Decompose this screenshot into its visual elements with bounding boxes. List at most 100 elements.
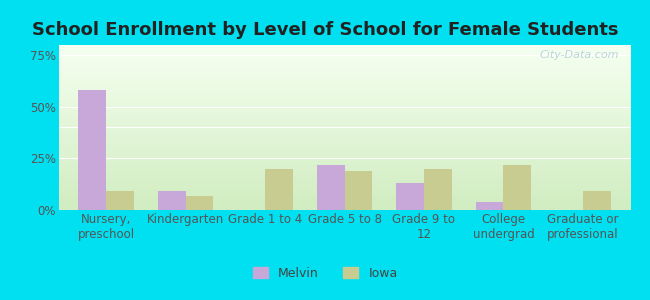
Bar [58, 129, 630, 131]
Bar [58, 164, 630, 165]
Bar [58, 178, 630, 180]
Bar [58, 132, 630, 134]
Bar [58, 134, 630, 136]
Bar [58, 192, 630, 194]
Bar [58, 118, 630, 119]
Bar [58, 53, 630, 55]
Bar [58, 50, 630, 52]
Bar [58, 126, 630, 128]
Bar [58, 80, 630, 81]
Bar [58, 200, 630, 202]
Bar [106, 191, 134, 210]
Bar [58, 81, 630, 83]
Bar [58, 194, 630, 195]
Bar [58, 65, 630, 66]
Bar [58, 197, 630, 199]
Bar [396, 183, 424, 210]
Bar [58, 58, 630, 60]
Bar [58, 111, 630, 112]
Bar [58, 66, 630, 68]
Bar [58, 137, 630, 139]
Bar [158, 191, 186, 210]
Bar [58, 136, 630, 137]
Bar [58, 199, 630, 200]
Bar [58, 128, 630, 129]
Bar [58, 71, 630, 73]
Bar [58, 116, 630, 118]
Bar [58, 88, 630, 89]
Bar [58, 75, 630, 76]
Bar [58, 188, 630, 190]
Bar [58, 155, 630, 157]
Bar [58, 169, 630, 170]
Bar [58, 114, 630, 116]
Bar [58, 52, 630, 53]
Bar [58, 103, 630, 104]
Bar [58, 112, 630, 114]
Bar [58, 170, 630, 172]
Bar [58, 157, 630, 159]
Legend: Melvin, Iowa: Melvin, Iowa [248, 262, 402, 285]
Bar [58, 208, 630, 210]
Bar [58, 85, 630, 86]
Bar [58, 61, 630, 63]
Bar [58, 109, 630, 111]
Bar [186, 196, 213, 210]
Bar [58, 144, 630, 146]
Bar [58, 73, 630, 75]
Bar [58, 98, 630, 100]
Bar [58, 76, 630, 78]
Bar [476, 202, 503, 210]
Bar [58, 165, 630, 167]
Bar [58, 60, 630, 61]
Bar [79, 90, 106, 210]
Bar [58, 122, 630, 124]
Bar [58, 121, 630, 122]
Bar [58, 91, 630, 93]
Bar [58, 70, 630, 71]
Bar [58, 48, 630, 50]
Bar [58, 202, 630, 203]
Bar [58, 99, 630, 101]
Bar [344, 171, 372, 210]
Bar [58, 141, 630, 142]
Bar [58, 185, 630, 187]
Bar [58, 195, 630, 197]
Bar [58, 106, 630, 108]
Bar [58, 108, 630, 109]
Bar [58, 45, 630, 46]
Bar [58, 184, 630, 185]
Bar [58, 151, 630, 152]
Bar [58, 96, 630, 98]
Bar [58, 55, 630, 56]
Bar [58, 139, 630, 141]
Bar [58, 94, 630, 96]
Bar [58, 187, 630, 188]
Bar [58, 131, 630, 132]
Bar [58, 160, 630, 162]
Bar [58, 104, 630, 106]
Bar [58, 177, 630, 178]
Bar [58, 207, 630, 208]
Bar [583, 191, 610, 210]
Bar [58, 93, 630, 94]
Bar [58, 172, 630, 174]
Bar [58, 56, 630, 58]
Bar [58, 68, 630, 70]
Bar [503, 165, 531, 210]
Bar [58, 175, 630, 177]
Bar [58, 101, 630, 103]
Bar [58, 154, 630, 155]
Bar [58, 149, 630, 151]
Bar [58, 162, 630, 164]
Bar [58, 190, 630, 192]
Bar [58, 182, 630, 184]
Bar [58, 146, 630, 147]
Bar [58, 180, 630, 182]
Bar [58, 78, 630, 80]
Bar [58, 46, 630, 48]
Bar [58, 83, 630, 85]
Bar [265, 169, 293, 210]
Bar [58, 174, 630, 175]
Bar [58, 167, 630, 169]
